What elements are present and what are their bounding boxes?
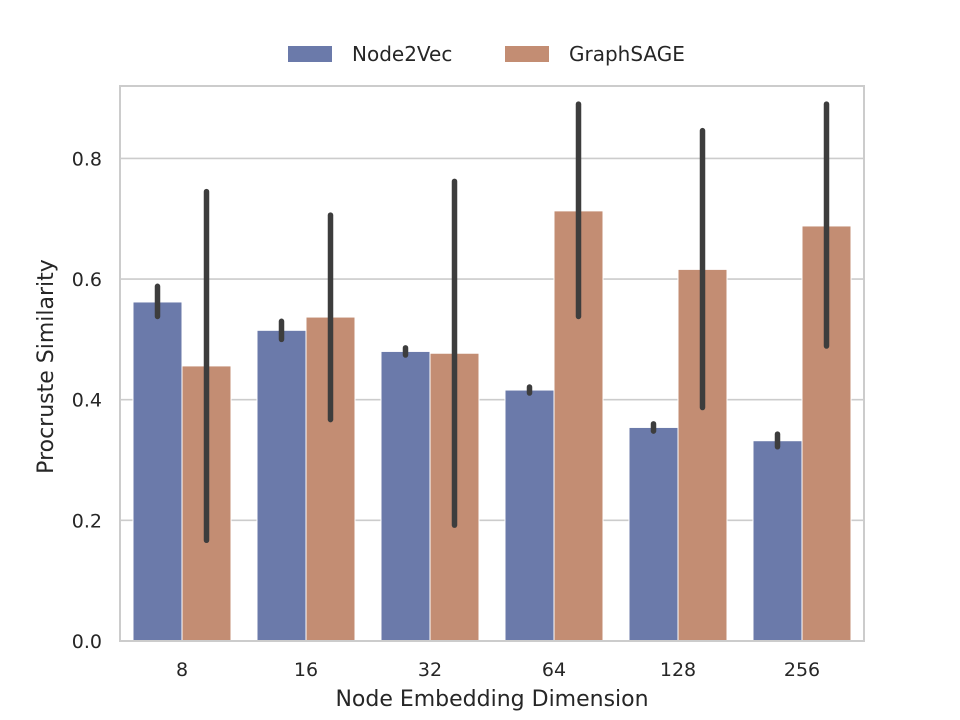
legend-swatch-node2vec (288, 46, 332, 62)
y-tick-label: 0.4 (72, 390, 102, 412)
x-tick-label: 64 (542, 659, 566, 681)
x-tick-label: 128 (660, 659, 696, 681)
grid-lines (120, 157, 864, 522)
y-axis-title: Procruste Similarity (34, 259, 59, 474)
y-tick-label: 0.2 (72, 510, 102, 532)
plot-frame (119, 85, 865, 642)
x-tick-label: 256 (784, 659, 820, 681)
bars (132, 210, 852, 642)
legend: Node2Vec GraphSAGE (288, 42, 685, 66)
bar-node2vec-32 (380, 350, 431, 642)
y-tick-labels: 0.0 0.2 0.4 0.6 0.8 (72, 148, 102, 653)
bar-node2vec-256 (752, 440, 803, 642)
error-bars (154, 101, 830, 544)
y-tick-label: 0.8 (72, 148, 102, 170)
x-tick-label: 32 (418, 659, 442, 681)
bar-node2vec-128 (628, 426, 679, 642)
x-tick-label: 16 (294, 659, 318, 681)
legend-label-node2vec: Node2Vec (352, 42, 452, 66)
bar-node2vec-64 (504, 389, 555, 642)
bar-node2vec-8 (132, 301, 183, 642)
x-axis-title: Node Embedding Dimension (335, 687, 648, 712)
y-tick-label: 0.6 (72, 269, 102, 291)
legend-label-graphsage: GraphSAGE (569, 42, 685, 66)
x-tick-label: 8 (176, 659, 188, 681)
x-tick-labels: 8 16 32 64 128 256 (176, 659, 820, 681)
legend-swatch-graphsage (505, 46, 549, 62)
bar-node2vec-16 (256, 329, 307, 642)
y-tick-label: 0.0 (72, 631, 102, 653)
